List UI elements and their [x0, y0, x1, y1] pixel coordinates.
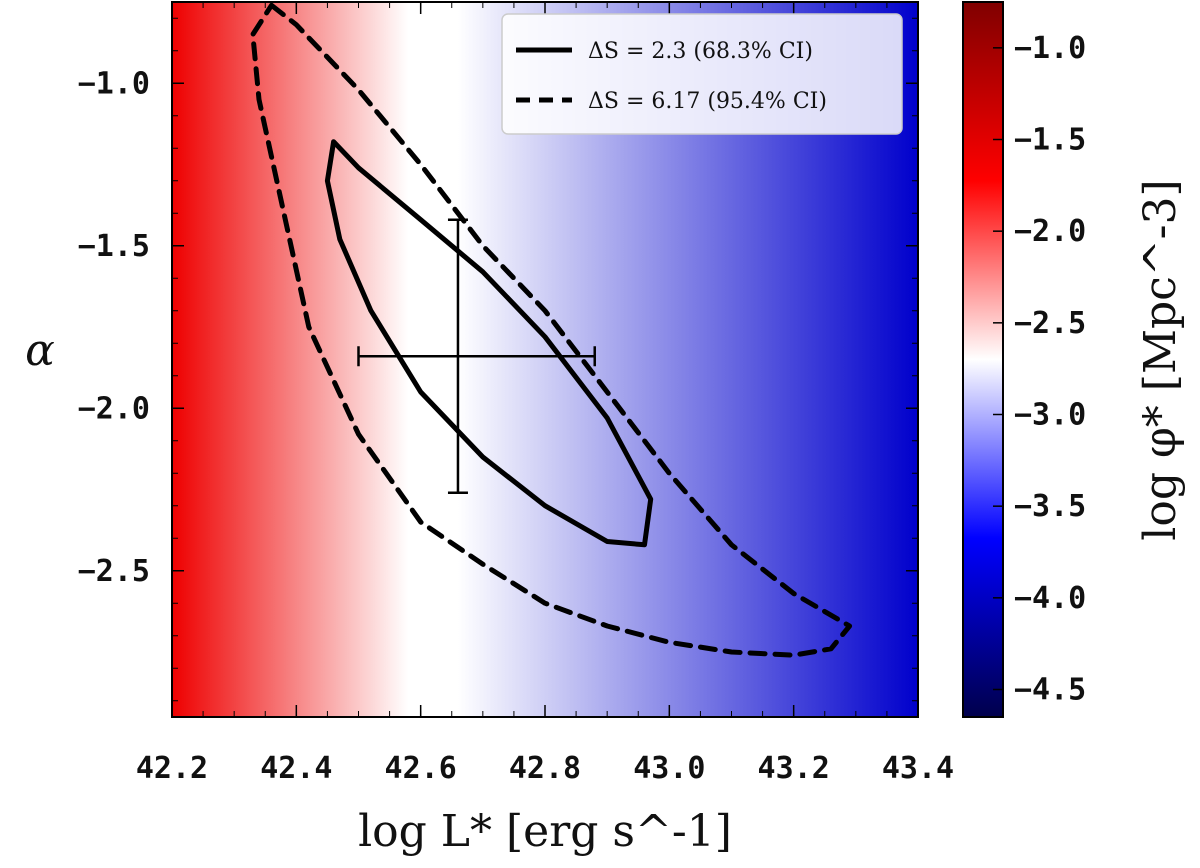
contour-layer [250, 2, 853, 658]
x-tick-label: 43.0 [633, 751, 705, 786]
x-axis-ticks: 42.2 42.4 42.6 42.8 43.0 43.2 43.4 [136, 2, 954, 786]
colorbar-tick-label: −4.0 [1014, 581, 1086, 616]
y-tick-label: −2.5 [78, 554, 150, 589]
x-tick-label: 42.6 [385, 751, 457, 786]
colorbar-tick-label: −3.0 [1014, 398, 1086, 433]
legend-label-dashed: ΔS = 6.17 (95.4% CI) [588, 89, 827, 114]
contour-solid-68 [324, 139, 654, 548]
colorbar-title: log φ* [Mpc^-3] [1135, 179, 1186, 540]
colorbar-tick-label: −2.0 [1014, 214, 1086, 249]
x-tick-label: 42.8 [509, 751, 581, 786]
x-tick-label: 43.4 [882, 751, 954, 786]
y-tick-label: −1.5 [78, 229, 150, 264]
x-axis-title: log L* [erg s^-1] [358, 806, 732, 857]
colorbar-ticks: −1.0 −1.5 −2.0 −2.5 −3.0 −3.5 −4.0 −4.5 [993, 31, 1086, 708]
best-fit-errorbar [357, 218, 596, 494]
legend-box [501, 13, 903, 135]
colorbar-tick-label: −1.0 [1014, 31, 1086, 66]
y-axis-title: α [25, 325, 55, 376]
colorbar-tick-label: −1.5 [1014, 123, 1086, 158]
colorbar-strip [962, 1, 1004, 718]
y-tick-label: −1.0 [78, 66, 150, 101]
legend-label-solid: ΔS = 2.3 (68.3% CI) [588, 39, 813, 64]
legend: ΔS = 2.3 (68.3% CI) ΔS = 6.17 (95.4% CI) [501, 13, 903, 135]
contour-dashed-95 [250, 2, 853, 658]
y-axis-ticks: −1.0 −1.5 −2.0 −2.5 [78, 17, 918, 702]
colorbar-tick-label: −3.5 [1014, 489, 1086, 524]
colorbar-tick-label: −2.5 [1014, 306, 1086, 341]
x-tick-label: 42.2 [136, 751, 208, 786]
colorbar-tick-label: −4.5 [1014, 673, 1086, 708]
x-tick-label: 42.4 [260, 751, 332, 786]
plot-frame [171, 1, 919, 718]
y-tick-label: −2.0 [78, 391, 150, 426]
x-tick-label: 43.2 [758, 751, 830, 786]
colorbar: −1.0 −1.5 −2.0 −2.5 −3.0 −3.5 −4.0 −4.5 log φ* … [962, 1, 1186, 718]
